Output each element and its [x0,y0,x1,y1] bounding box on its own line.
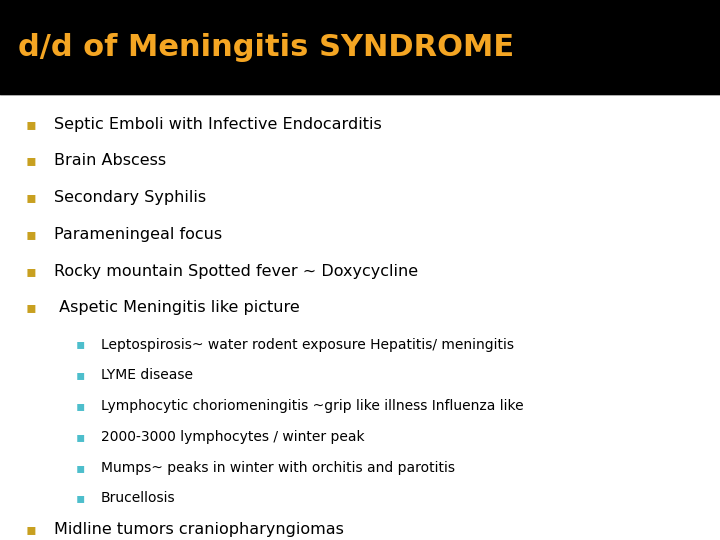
Text: Septic Emboli with Infective Endocarditis: Septic Emboli with Infective Endocarditi… [54,117,382,132]
Text: Mumps~ peaks in winter with orchitis and parotitis: Mumps~ peaks in winter with orchitis and… [101,461,455,475]
Text: ▪: ▪ [76,399,85,413]
Text: Parameningeal focus: Parameningeal focus [54,227,222,242]
Text: ▪: ▪ [25,264,36,279]
Text: ▪: ▪ [25,522,36,537]
Text: ▪: ▪ [25,300,36,315]
Text: ▪: ▪ [25,227,36,242]
Text: Leptospirosis~ water rodent exposure Hepatitis/ meningitis: Leptospirosis~ water rodent exposure Hep… [101,338,514,352]
Text: 2000-3000 lymphocytes / winter peak: 2000-3000 lymphocytes / winter peak [101,430,364,444]
Text: ▪: ▪ [25,190,36,205]
Text: Aspetic Meningitis like picture: Aspetic Meningitis like picture [54,300,300,315]
Text: ▪: ▪ [76,338,85,352]
Text: ▪: ▪ [76,368,85,382]
Text: Midline tumors craniopharyngiomas: Midline tumors craniopharyngiomas [54,522,344,537]
Text: d/d of Meningitis SYNDROME: d/d of Meningitis SYNDROME [18,33,514,62]
Text: Lymphocytic choriomeningitis ~grip like illness Influenza like: Lymphocytic choriomeningitis ~grip like … [101,399,523,413]
Text: Brain Abscess: Brain Abscess [54,153,166,168]
FancyBboxPatch shape [0,0,720,94]
Text: ▪: ▪ [25,153,36,168]
Text: ▪: ▪ [76,491,85,505]
Text: ▪: ▪ [76,461,85,475]
Text: Rocky mountain Spotted fever ~ Doxycycline: Rocky mountain Spotted fever ~ Doxycycli… [54,264,418,279]
Text: LYME disease: LYME disease [101,368,193,382]
Text: ▪: ▪ [76,430,85,444]
Text: Secondary Syphilis: Secondary Syphilis [54,190,206,205]
Text: ▪: ▪ [25,117,36,132]
Text: Brucellosis: Brucellosis [101,491,176,505]
